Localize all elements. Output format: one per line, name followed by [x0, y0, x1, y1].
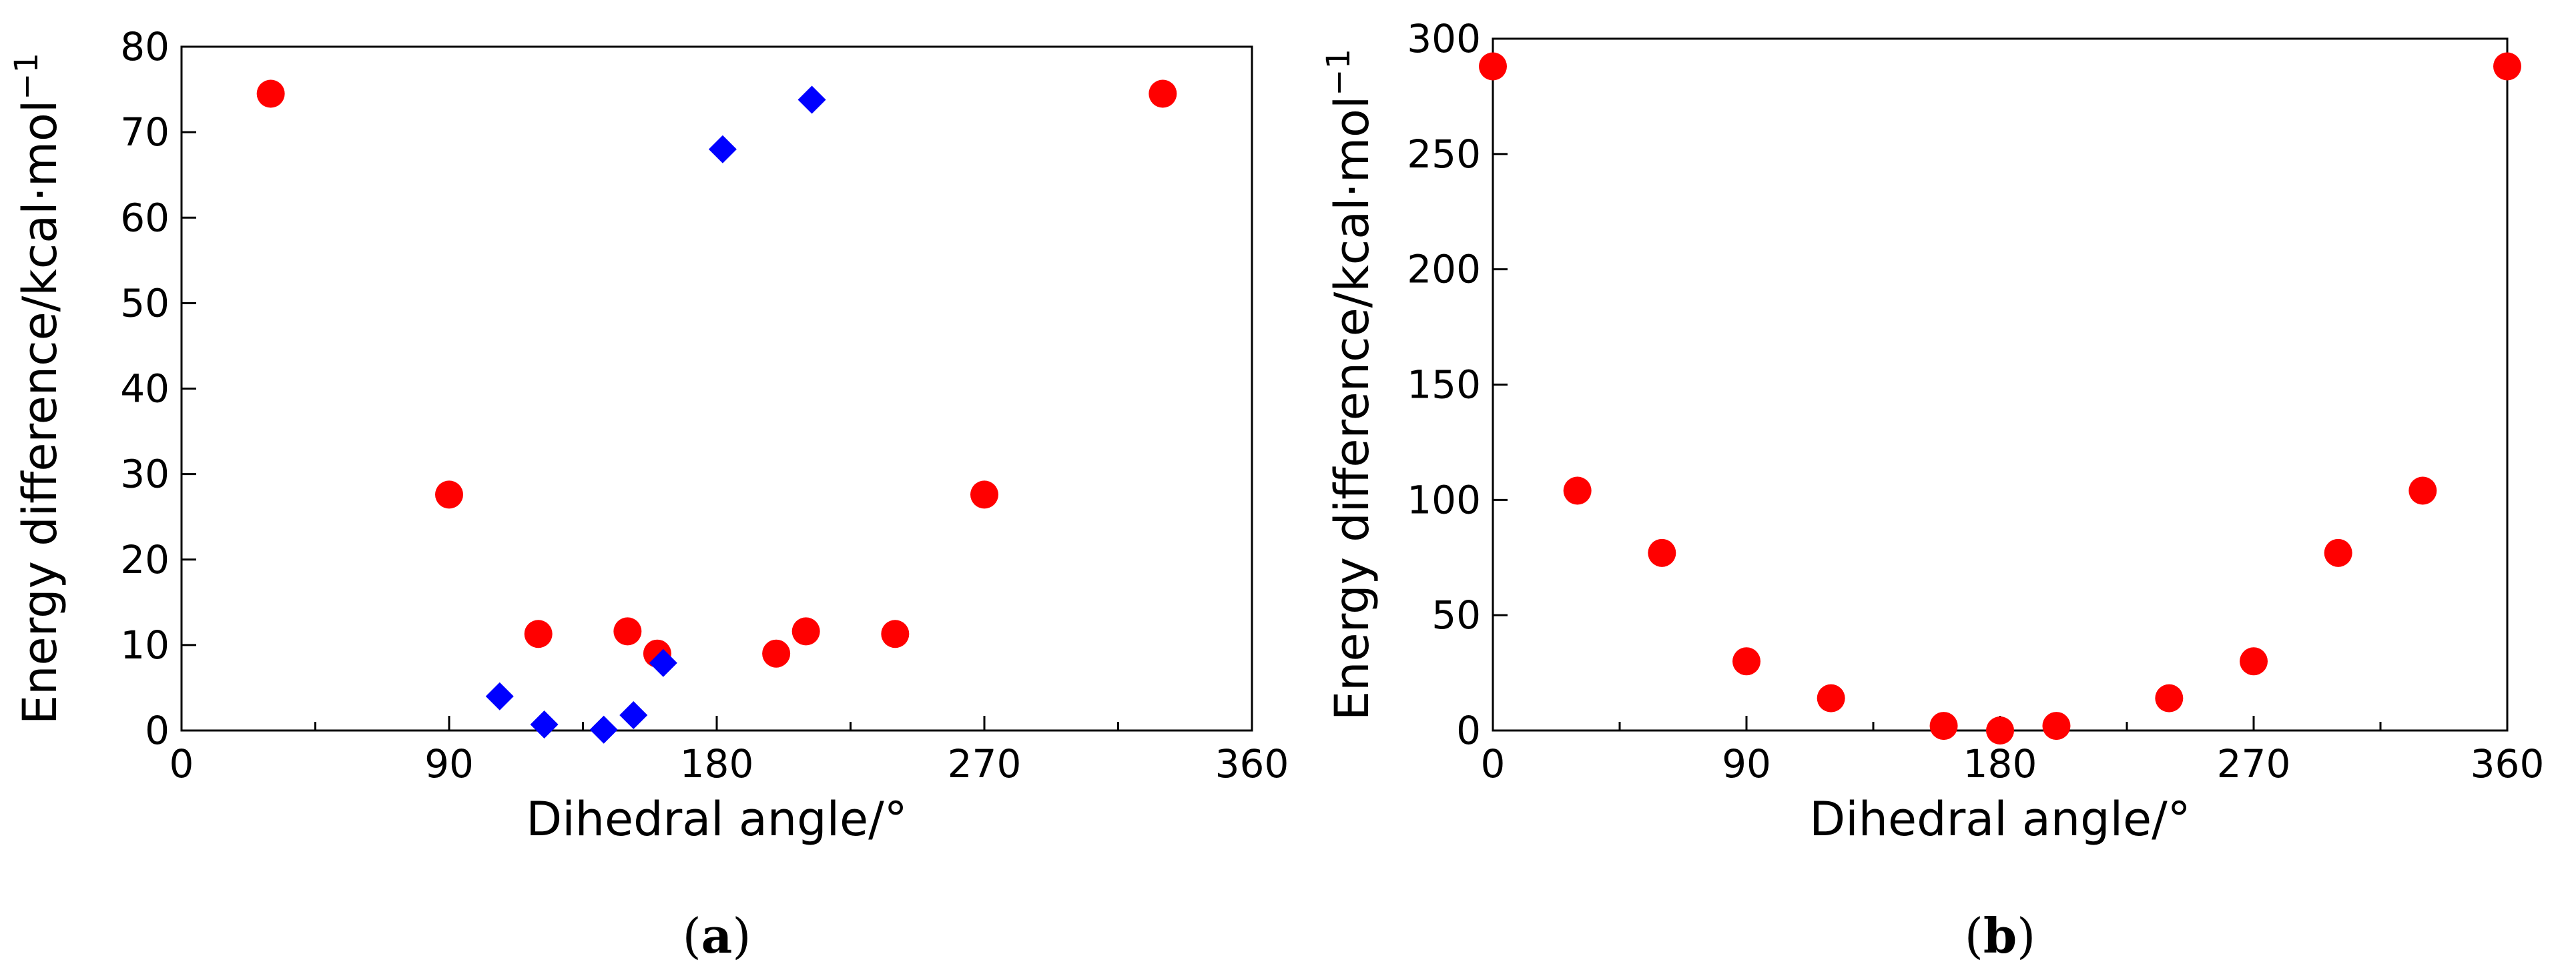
data-point-diamond [708, 135, 737, 163]
x-tick-label: 360 [2471, 741, 2545, 787]
data-point-diamond [530, 710, 559, 739]
data-point-circle [1986, 716, 2014, 745]
data-point-circle [1648, 538, 1676, 567]
data-point-diamond [485, 682, 514, 710]
x-tick-label: 180 [1963, 741, 2037, 787]
data-point-diamond [649, 648, 677, 677]
data-point-circle [1563, 476, 1592, 505]
y-tick-label: 80 [120, 24, 170, 69]
x-axis-title: Dihedral angle/° [526, 792, 907, 847]
data-point-circle [524, 620, 553, 648]
y-axis-title: Energy difference/kcal·mol−1 [8, 53, 67, 724]
x-axis-title: Dihedral angle/° [1809, 792, 2190, 847]
y-tick-label: 20 [120, 537, 170, 582]
data-point-circle [762, 639, 791, 668]
y-tick-label: 200 [1407, 247, 1481, 292]
y-tick-label: 300 [1407, 16, 1481, 61]
y-tick-label: 40 [120, 366, 170, 412]
data-point-circle [1732, 647, 1760, 676]
data-point-circle [1479, 52, 1507, 81]
y-tick-label: 60 [120, 195, 170, 240]
y-tick-label: 50 [1431, 592, 1481, 638]
data-point-circle [2155, 684, 2184, 712]
data-point-circle [1817, 684, 1845, 712]
data-point-circle [2042, 712, 2071, 741]
data-point-diamond [619, 700, 648, 729]
x-tick-label: 90 [1722, 741, 1771, 787]
x-tick-label: 0 [170, 741, 194, 787]
data-point-circle [256, 79, 285, 108]
data-point-circle [2240, 647, 2268, 676]
y-tick-label: 0 [1456, 708, 1481, 753]
y-tick-label: 150 [1407, 362, 1481, 408]
panel-label: (b) [1965, 907, 2036, 964]
x-tick-label: 360 [1215, 741, 1289, 787]
data-point-circle [2493, 52, 2521, 81]
y-tick-label: 50 [120, 280, 170, 326]
x-tick-label: 270 [2217, 741, 2291, 787]
data-point-circle [791, 617, 820, 646]
data-point-circle [970, 480, 998, 509]
plot-frame [1492, 37, 2509, 732]
y-tick-label: 30 [120, 452, 170, 497]
panel-a-chart: 0 90 180 270 360 0 10 20 30 40 50 60 70 80 Dihedral an… [8, 24, 1289, 964]
data-point-diamond [797, 85, 826, 114]
x-tick-label: 90 [424, 741, 474, 787]
x-tick-label: 270 [948, 741, 1022, 787]
data-point-circle [1149, 79, 1177, 108]
data-point-circle [1929, 712, 1958, 741]
y-tick-label: 100 [1407, 477, 1481, 522]
y-tick-label: 0 [145, 708, 170, 753]
panel-label: (a) [683, 907, 751, 964]
y-tick-label: 250 [1407, 131, 1481, 177]
y-tick-label: 70 [120, 109, 170, 155]
x-tick-label: 0 [1481, 741, 1506, 787]
x-tick-label: 180 [680, 741, 754, 787]
data-point-circle [2324, 538, 2352, 567]
y-axis-title: Energy difference/kcal·mol−1 [1320, 49, 1379, 720]
data-point-circle [2408, 476, 2437, 505]
data-point-circle [881, 620, 910, 648]
panel-b-chart: 0 90 180 270 360 0 50 100 150 200 250 300 Dihedral a… [1320, 16, 2544, 964]
data-point-circle [435, 480, 463, 509]
y-tick-label: 10 [120, 622, 170, 668]
data-point-circle [613, 617, 642, 646]
data-point-diamond [589, 715, 618, 744]
